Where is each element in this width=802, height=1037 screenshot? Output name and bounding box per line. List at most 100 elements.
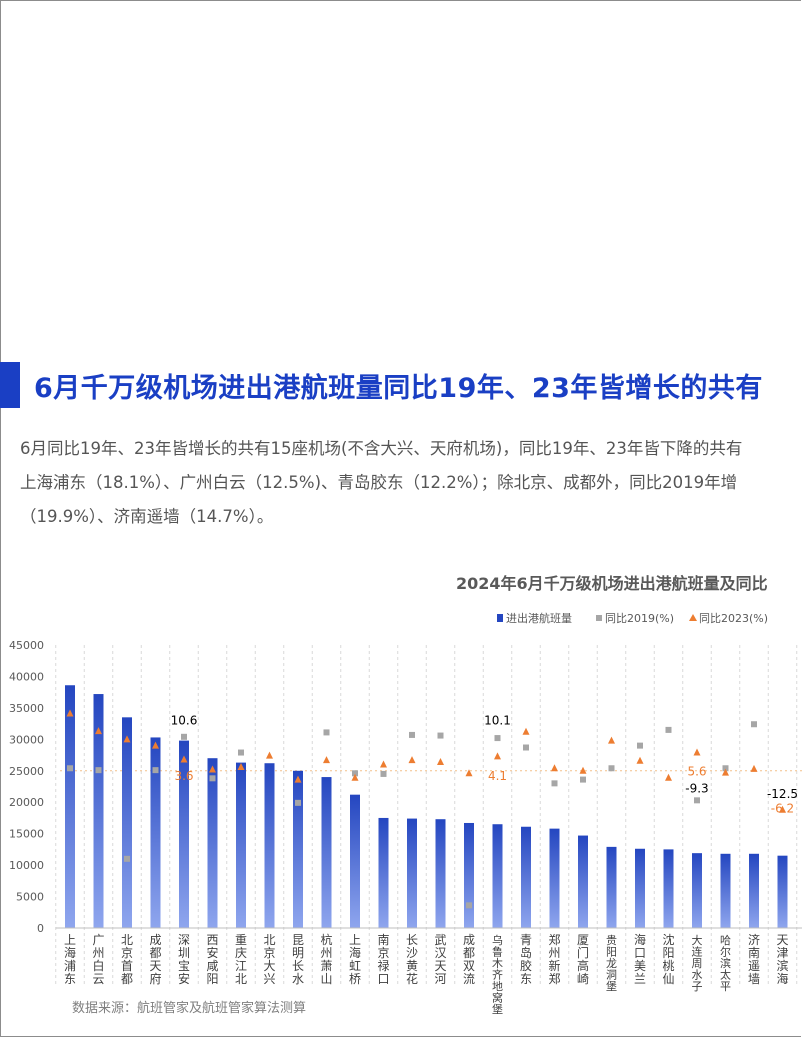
bar-flights — [321, 777, 332, 928]
bar-flights — [720, 853, 731, 928]
marker-yoy2023 — [294, 775, 302, 783]
marker-yoy2019 — [580, 776, 586, 783]
marker-yoy2019 — [608, 765, 615, 772]
paragraph-line-1: 6月同比19年、23年皆增长的共有15座机场(不含大兴、天府机场)，同比19年、… — [20, 439, 743, 458]
x-category-label: 长沙黄花 — [406, 933, 418, 986]
x-category-label: 北京首都 — [121, 933, 133, 986]
bar-flights — [521, 826, 531, 928]
y-tick-label: 30000 — [9, 733, 44, 746]
marker-yoy2019 — [551, 780, 558, 787]
bar-flights — [207, 758, 218, 928]
bar-flights — [378, 817, 389, 928]
marker-yoy2019 — [637, 742, 643, 749]
x-category-label: 青岛胶东 — [520, 933, 532, 986]
x-category-label: 深圳宝安 — [178, 933, 190, 986]
marker-yoy2019 — [181, 733, 187, 740]
x-category-label: 武汉天河 — [434, 933, 446, 986]
marker-yoy2023 — [380, 760, 387, 768]
x-category-label: 昆明长水 — [292, 933, 304, 986]
data-label: 5.6 — [687, 764, 706, 778]
x-category-label: 杭州萧山 — [320, 932, 332, 986]
x-category-label: 海口美兰 — [634, 932, 646, 986]
marker-yoy2019 — [209, 775, 216, 782]
bar-flights — [663, 849, 674, 928]
bar-flights — [578, 835, 588, 928]
bar-flights — [549, 828, 560, 928]
data-label: 10.1 — [484, 713, 511, 727]
legend-label: 进出港航班量 — [506, 611, 572, 625]
x-category-label: 郑州新郑 — [548, 932, 560, 986]
marker-yoy2019 — [152, 767, 159, 774]
marker-yoy2019 — [95, 767, 102, 774]
legend-swatch-yoy2023 — [689, 614, 697, 621]
x-category-label: 济南遥墙 — [748, 932, 760, 986]
marker-yoy2023 — [750, 764, 758, 772]
marker-yoy2023 — [779, 805, 786, 813]
legend-swatch-flights — [497, 614, 503, 622]
marker-yoy2023 — [437, 757, 444, 765]
marker-yoy2023 — [351, 773, 359, 781]
bar-flights — [264, 763, 275, 928]
y-tick-label: 5000 — [16, 891, 44, 904]
x-category-label: 上海浦东 — [64, 933, 76, 986]
data-label: 3.6 — [174, 769, 193, 783]
x-category-label: 成都天府 — [149, 933, 161, 986]
marker-yoy2023 — [522, 727, 530, 735]
y-tick-label: 25000 — [9, 765, 44, 778]
bar-flights — [350, 794, 360, 928]
bar-flights — [293, 770, 303, 928]
marker-yoy2023 — [323, 756, 330, 764]
bar-flights — [435, 819, 446, 928]
bar-flights — [65, 685, 75, 928]
x-category-label: 上海虹桥 — [349, 933, 361, 986]
title-accent-bar — [0, 362, 20, 408]
marker-yoy2023 — [608, 736, 615, 744]
marker-yoy2019 — [494, 735, 501, 742]
x-category-label: 沈阳桃仙 — [662, 932, 674, 986]
bar-flights — [122, 717, 132, 928]
marker-yoy2019 — [380, 770, 387, 777]
marker-yoy2019 — [665, 726, 672, 733]
paragraph-line-3: （19.9%）、济南遥墙（14.7%）。 — [20, 507, 274, 526]
y-tick-label: 40000 — [9, 670, 44, 683]
y-tick-label: 45000 — [9, 639, 44, 652]
x-category-label: 成都双流 — [463, 933, 475, 986]
bar-flights — [492, 824, 503, 928]
bar-flights — [606, 846, 617, 928]
bar-flights — [236, 762, 246, 928]
bar-flights — [150, 737, 161, 928]
x-category-label: 广州白云 — [92, 933, 104, 986]
y-tick-label: 0 — [37, 922, 44, 935]
marker-yoy2023 — [123, 735, 131, 743]
bar-flights — [464, 822, 474, 928]
marker-yoy2023 — [66, 709, 74, 717]
marker-yoy2019 — [295, 799, 301, 806]
data-label: -6.2 — [771, 802, 794, 816]
marker-yoy2023 — [95, 727, 102, 735]
marker-yoy2019 — [352, 770, 358, 777]
x-category-label: 西安咸阳 — [206, 933, 218, 986]
marker-yoy2019 — [722, 765, 729, 772]
x-category-label: 南京禄口 — [377, 932, 389, 986]
marker-yoy2023 — [180, 755, 188, 763]
marker-yoy2023 — [579, 766, 587, 774]
paragraph-line-2: 上海浦东（18.1%）、广州白云（12.5%)、青岛胶东（12.2%）；除北京、… — [20, 473, 738, 492]
y-tick-label: 15000 — [9, 828, 44, 841]
marker-yoy2019 — [124, 855, 130, 862]
bar-flights — [777, 855, 788, 928]
y-tick-label: 35000 — [9, 702, 44, 715]
marker-yoy2019 — [238, 749, 244, 756]
marker-yoy2023 — [551, 764, 558, 772]
x-category-label: 北京大兴 — [263, 933, 275, 986]
y-tick-label: 10000 — [9, 859, 44, 872]
bar-flights — [692, 853, 702, 928]
x-category-label: 哈尔滨太平 — [720, 934, 731, 993]
marker-yoy2019 — [437, 732, 444, 739]
y-tick-label: 20000 — [9, 796, 44, 809]
marker-yoy2023 — [152, 741, 159, 749]
data-label: 10.6 — [171, 713, 198, 727]
bar-flights — [179, 740, 189, 928]
data-label: -9.3 — [685, 781, 708, 795]
data-label: -12.5 — [767, 787, 798, 801]
